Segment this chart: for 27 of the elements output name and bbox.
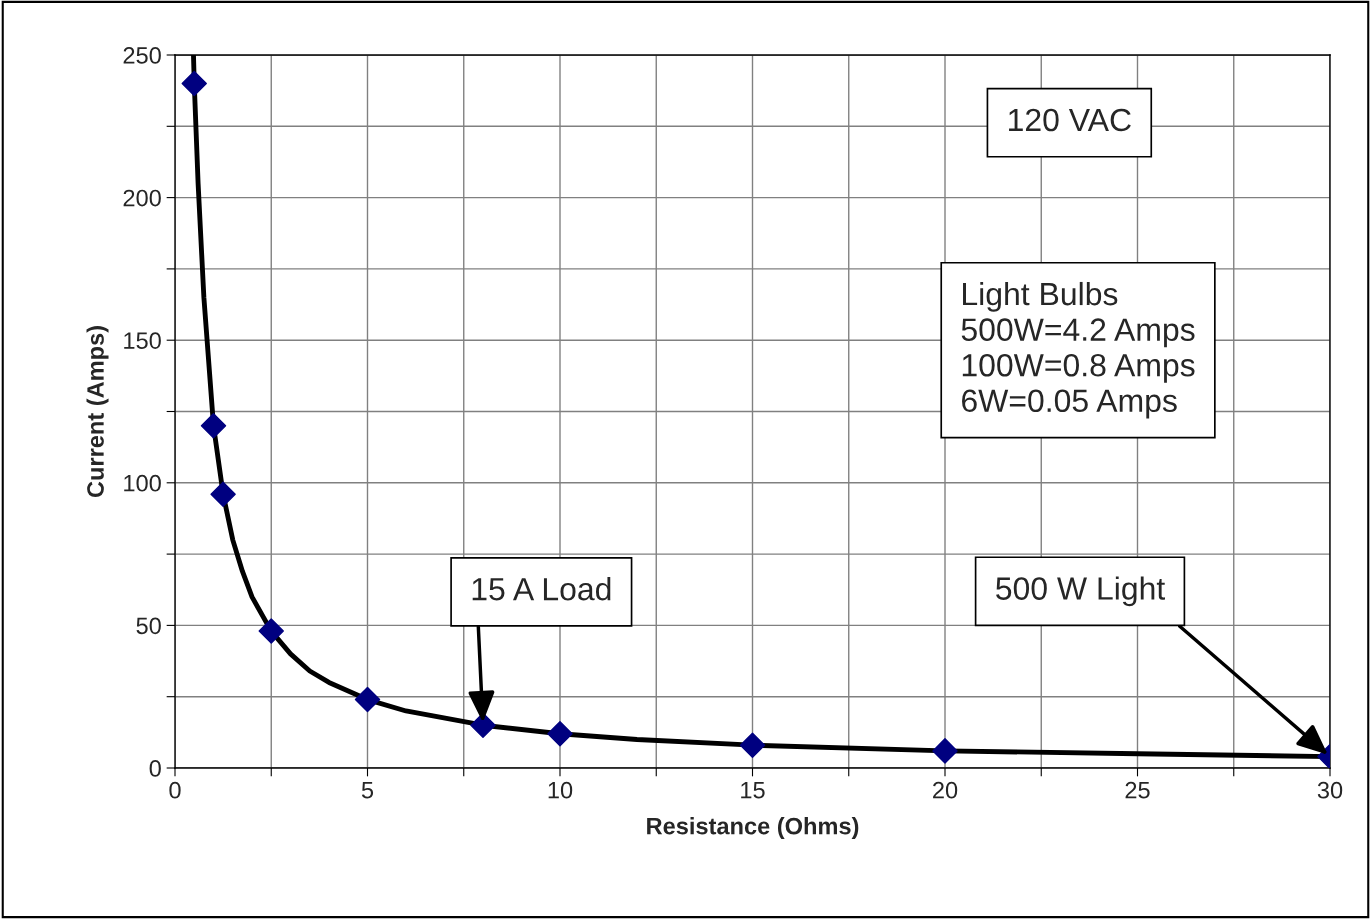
point [200, 413, 227, 439]
point [739, 732, 766, 758]
x-tick-label: 30 [1317, 781, 1343, 799]
annotation: 500 W Light [996, 576, 1165, 607]
y-axis-title: Current (Amps) [86, 326, 109, 498]
x-tick-label: 15 [741, 782, 765, 799]
annotation: 15 A Load [472, 577, 611, 601]
annotation: Light Bulbs 500W=4.2 Amps 100W=0.8 Amps 6W=0.05 Amps [961, 281, 1195, 419]
point [354, 686, 381, 713]
annotation: 120 VAC [1009, 108, 1131, 132]
point [547, 721, 573, 747]
point [258, 618, 284, 644]
y-tick-label: 0 [149, 760, 161, 777]
y-tick-label: 50 [136, 617, 161, 635]
x-tick-label: 0 [169, 781, 181, 799]
x-tick-label: 10 [548, 781, 573, 799]
x-axis-title: Resistance (Ohms) [647, 817, 859, 840]
point [932, 738, 958, 764]
y-tick-label: 100 [124, 474, 161, 492]
x-tick-label: 5 [361, 782, 374, 799]
y-tick-label: 250 [123, 47, 161, 64]
x-tick-label: 20 [933, 781, 958, 799]
point [181, 70, 207, 97]
y-tick-label: 200 [123, 189, 161, 207]
y-tick-label: 150 [124, 332, 161, 349]
x-tick-label: 25 [1125, 781, 1150, 799]
point [210, 481, 236, 507]
